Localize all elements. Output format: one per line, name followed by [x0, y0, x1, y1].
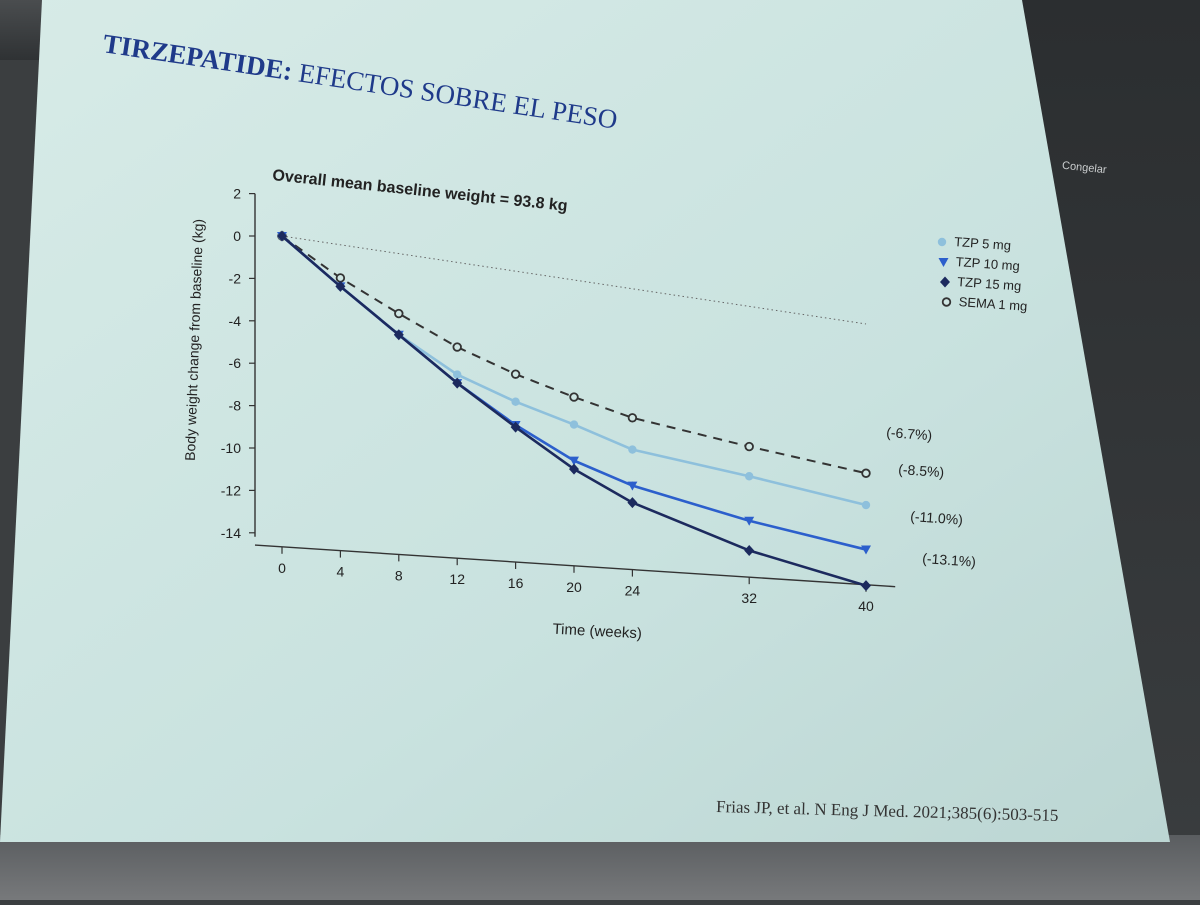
data-point-sema-1-mg [394, 308, 404, 319]
data-point-tzp-10-mg [744, 516, 755, 526]
x-tick-label: 20 [566, 579, 582, 595]
y-tick-label: -4 [229, 313, 242, 329]
x-tick-label: 0 [278, 560, 286, 576]
data-point-tzp-15-mg [569, 463, 579, 475]
data-point-tzp-10-mg [861, 545, 871, 555]
y-tick-label: 0 [233, 228, 241, 244]
data-point-tzp-15-mg [510, 421, 521, 433]
x-tick-label: 40 [858, 598, 874, 614]
data-point-tzp-5-mg [628, 445, 637, 454]
data-point-sema-1-mg [627, 413, 638, 423]
y-tick-label: -10 [221, 440, 241, 456]
y-tick-label: -2 [229, 270, 242, 286]
series-end-label: (-11.0%) [910, 508, 964, 528]
y-tick-label: 2 [233, 186, 241, 202]
legend-marker-tzp-15-mg [940, 276, 950, 288]
y-tick-label: -6 [229, 355, 242, 371]
x-axis-line [254, 544, 896, 588]
series-end-label: (-8.5%) [898, 461, 945, 480]
series-end-label: (-6.7%) [886, 424, 933, 443]
x-axis-label: Time (weeks) [552, 621, 642, 643]
data-point-sema-1-mg [744, 441, 754, 452]
x-tick-label: 4 [337, 564, 345, 580]
data-point-tzp-15-mg [335, 280, 346, 292]
legend-label-tzp-15-mg: TZP 15 mg [957, 274, 1022, 293]
data-point-tzp-15-mg [744, 544, 755, 556]
x-tick-label: 16 [508, 575, 524, 591]
legend-label-sema-1-mg: SEMA 1 mg [958, 294, 1028, 314]
data-point-tzp-5-mg [511, 397, 520, 406]
legend-marker-sema-1-mg [941, 297, 952, 307]
y-tick-label: -14 [221, 525, 241, 541]
x-tick-label: 8 [395, 567, 403, 583]
y-tick-label: -8 [229, 398, 242, 414]
data-point-tzp-10-mg [569, 456, 579, 466]
legend-label-tzp-5-mg: TZP 5 mg [954, 234, 1012, 253]
y-tick-label: -12 [221, 482, 241, 498]
data-point-sema-1-mg [452, 342, 462, 352]
data-point-tzp-5-mg [745, 472, 754, 481]
legend-marker-tzp-5-mg [937, 237, 947, 247]
data-point-tzp-15-mg [452, 377, 463, 389]
slide-background [0, 0, 1170, 842]
data-point-tzp-15-mg [861, 580, 871, 592]
data-point-tzp-15-mg [277, 230, 287, 242]
data-point-tzp-10-mg [627, 481, 638, 491]
series-end-label: (-13.1%) [922, 550, 977, 570]
legend-marker-tzp-10-mg [938, 258, 949, 267]
x-tick-label: 24 [625, 583, 641, 599]
data-point-tzp-5-mg [453, 370, 462, 379]
data-point-tzp-5-mg [569, 420, 579, 429]
room-wall-bottom [0, 835, 1200, 900]
data-point-tzp-15-mg [627, 497, 638, 509]
data-point-sema-1-mg [510, 369, 521, 379]
data-point-sema-1-mg [861, 468, 871, 478]
data-point-sema-1-mg [569, 392, 579, 402]
data-point-tzp-5-mg [861, 500, 871, 510]
data-point-tzp-15-mg [393, 329, 404, 341]
data-point-sema-1-mg [335, 273, 346, 283]
x-tick-label: 12 [449, 571, 465, 587]
x-tick-label: 32 [741, 590, 757, 606]
legend-label-tzp-10-mg: TZP 10 mg [955, 254, 1020, 273]
